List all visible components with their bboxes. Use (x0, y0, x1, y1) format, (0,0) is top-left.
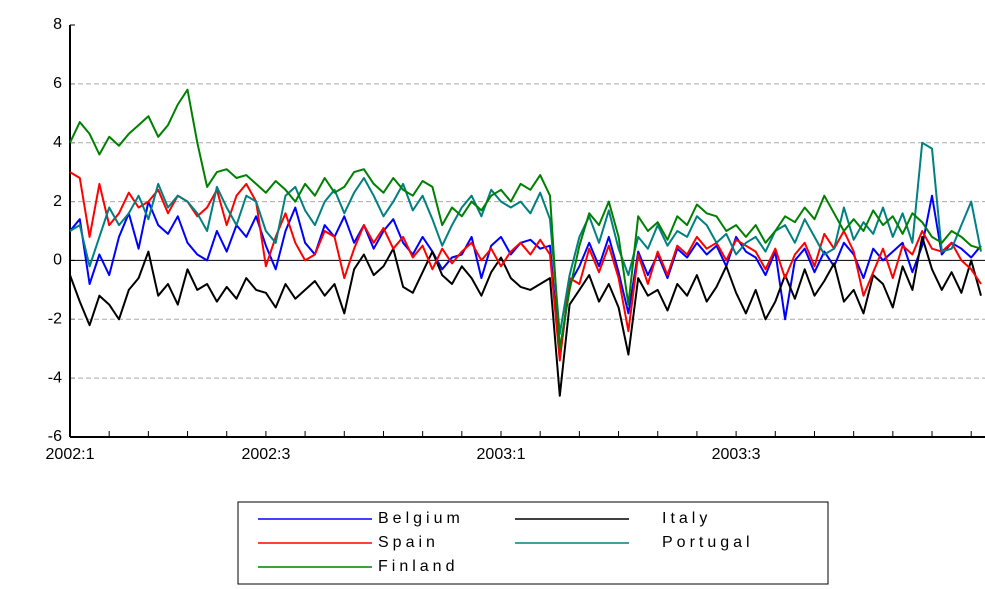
legend-label: Finland (378, 558, 458, 575)
y-tick-label: 2 (53, 193, 62, 210)
y-tick-label: -6 (48, 428, 62, 445)
legend-label: Portugal (662, 534, 754, 551)
y-tick-label: 0 (53, 252, 62, 269)
x-tick-label: 2002:1 (46, 446, 95, 463)
x-tick-label: 2003:1 (477, 446, 526, 463)
y-tick-label: 6 (53, 75, 62, 92)
y-tick-label: 4 (53, 134, 62, 151)
x-tick-label: 2003:3 (712, 446, 761, 463)
y-tick-label: -4 (48, 369, 62, 386)
x-tick-label: 2002:3 (241, 446, 290, 463)
legend-label: Spain (378, 534, 439, 551)
series-line (69, 141, 982, 335)
y-tick-label: 8 (53, 16, 62, 33)
legend-label: Belgium (378, 510, 464, 527)
legend-label: Italy (662, 510, 711, 527)
series-line (69, 235, 982, 397)
series-line (69, 194, 982, 359)
y-tick-label: -2 (48, 311, 62, 328)
series-line (69, 88, 982, 350)
series-line (69, 171, 982, 362)
